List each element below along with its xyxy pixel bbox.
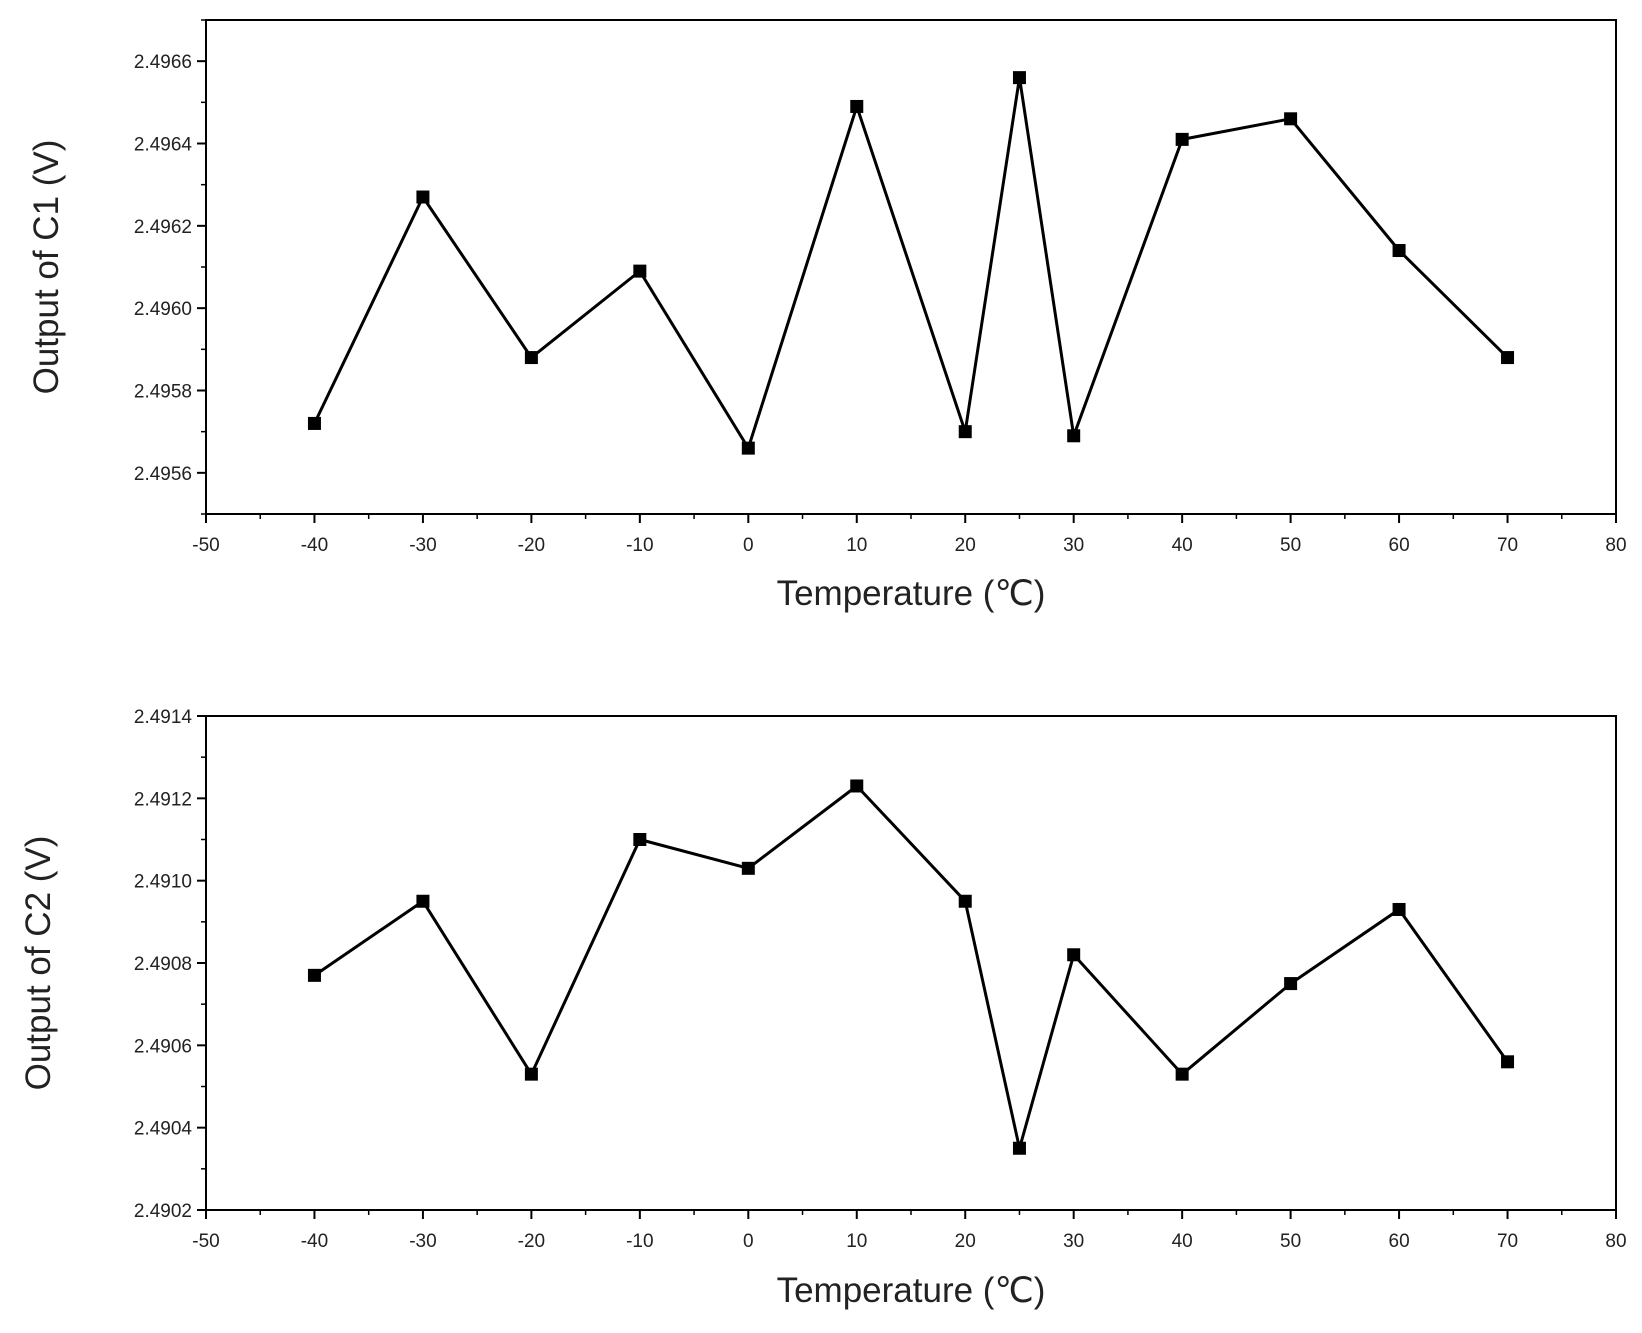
data-point — [1067, 948, 1081, 962]
data-point — [958, 894, 972, 908]
series-c1 — [307, 71, 1515, 455]
y-tick-label: 2.4956 — [134, 464, 192, 485]
y-tick-label: 2.4902 — [134, 1201, 192, 1222]
data-point — [850, 779, 864, 793]
x-tick-label: 20 — [955, 1231, 976, 1252]
x-tick-label: -20 — [518, 1231, 545, 1252]
data-point — [307, 416, 321, 430]
data-point — [1012, 71, 1026, 85]
data-point — [524, 1067, 538, 1081]
data-point — [850, 99, 864, 113]
data-point — [1392, 244, 1406, 258]
data-point — [741, 441, 755, 455]
x-tick-label: 40 — [1172, 535, 1193, 556]
y-ticks-c1: 2.4956 2.4958 2.4960 2.4962 2.4964 2.4966 — [134, 19, 206, 515]
data-point — [633, 833, 647, 846]
data-point — [958, 425, 972, 439]
y-axis-title-c2: Output of C2 (V) — [19, 836, 58, 1091]
x-tick-label: -50 — [192, 1231, 219, 1252]
y-ticks-c2: 2.4902 2.4904 2.4906 2.4908 2.4910 2.4912 2.49… — [134, 707, 206, 1222]
data-point — [307, 968, 321, 982]
data-point — [1012, 1141, 1026, 1155]
series-line-c1 — [313, 76, 1509, 450]
x-tick-label: -10 — [626, 1231, 653, 1252]
x-tick-label: 50 — [1280, 1231, 1301, 1252]
x-tick-label: 60 — [1389, 1231, 1410, 1252]
data-point — [524, 351, 538, 365]
data-point — [1284, 112, 1298, 126]
x-tick-label: -30 — [409, 535, 436, 556]
y-tick-label: 2.4914 — [134, 707, 193, 728]
x-tick-label: 30 — [1063, 1231, 1084, 1252]
y-tick-label: 2.4906 — [134, 1036, 192, 1057]
x-tick-label: -10 — [626, 535, 653, 556]
data-point — [1175, 132, 1189, 146]
data-point — [633, 264, 647, 278]
x-ticks-c2: -50 -40 -30 -20 -10 0 10 20 30 40 50 60 70 80 — [192, 1210, 1627, 1252]
chart-c1: -50 -40 -30 -20 -10 0 10 20 30 40 50 60 70 80 2.49562… — [27, 19, 1627, 613]
y-tick-label: 2.4960 — [134, 299, 192, 320]
x-tick-label: 80 — [1605, 1231, 1626, 1252]
x-axis-title-c2: Temperature (℃) — [777, 1271, 1046, 1310]
x-tick-label: -20 — [518, 535, 545, 556]
x-tick-label: 80 — [1605, 535, 1626, 556]
y-tick-label: 2.4904 — [134, 1119, 193, 1140]
data-point — [1067, 429, 1081, 443]
y-tick-label: 2.4958 — [134, 382, 192, 403]
y-tick-label: 2.4912 — [134, 789, 192, 810]
x-tick-label: 70 — [1497, 535, 1518, 556]
data-point — [741, 861, 755, 875]
x-tick-label: 10 — [846, 1231, 867, 1252]
chart-c2: -50 -40 -30 -20 -10 0 10 20 30 40 50 60 70 80 2.49022… — [19, 707, 1627, 1310]
y-tick-label: 2.4962 — [134, 217, 192, 238]
x-axis-title-c1: Temperature (℃) — [777, 574, 1046, 613]
data-point — [1392, 902, 1406, 916]
y-tick-label: 2.4908 — [134, 954, 192, 975]
x-tick-label: 0 — [743, 535, 754, 556]
plot-frame-c2 — [205, 715, 1617, 1211]
data-point — [416, 190, 430, 204]
y-axis-title-c1: Output of C1 (V) — [27, 140, 66, 395]
series-c2 — [307, 779, 1515, 1155]
x-ticks-c1: -50 -40 -30 -20 -10 0 10 20 30 40 50 60 70 80 — [192, 514, 1627, 556]
x-tick-label: 60 — [1389, 535, 1410, 556]
data-point — [1501, 351, 1515, 365]
x-tick-label: 40 — [1172, 1231, 1193, 1252]
x-tick-label: 10 — [846, 535, 867, 556]
data-point — [416, 894, 430, 908]
data-point — [1501, 1055, 1515, 1069]
y-tick-label: 2.4964 — [134, 135, 193, 156]
x-tick-label: 0 — [743, 1231, 754, 1252]
data-point — [1175, 1067, 1189, 1081]
x-tick-label: 30 — [1063, 535, 1084, 556]
x-tick-label: 20 — [955, 535, 976, 556]
x-tick-label: -40 — [301, 535, 328, 556]
x-tick-label: 50 — [1280, 535, 1301, 556]
x-tick-label: -30 — [409, 1231, 436, 1252]
y-tick-label: 2.4910 — [134, 872, 192, 893]
x-tick-label: -40 — [301, 1231, 328, 1252]
data-point — [1284, 977, 1298, 991]
x-tick-label: 70 — [1497, 1231, 1518, 1252]
y-tick-label: 2.4966 — [134, 52, 192, 73]
series-line-c2 — [313, 784, 1509, 1150]
x-tick-label: -50 — [192, 535, 219, 556]
